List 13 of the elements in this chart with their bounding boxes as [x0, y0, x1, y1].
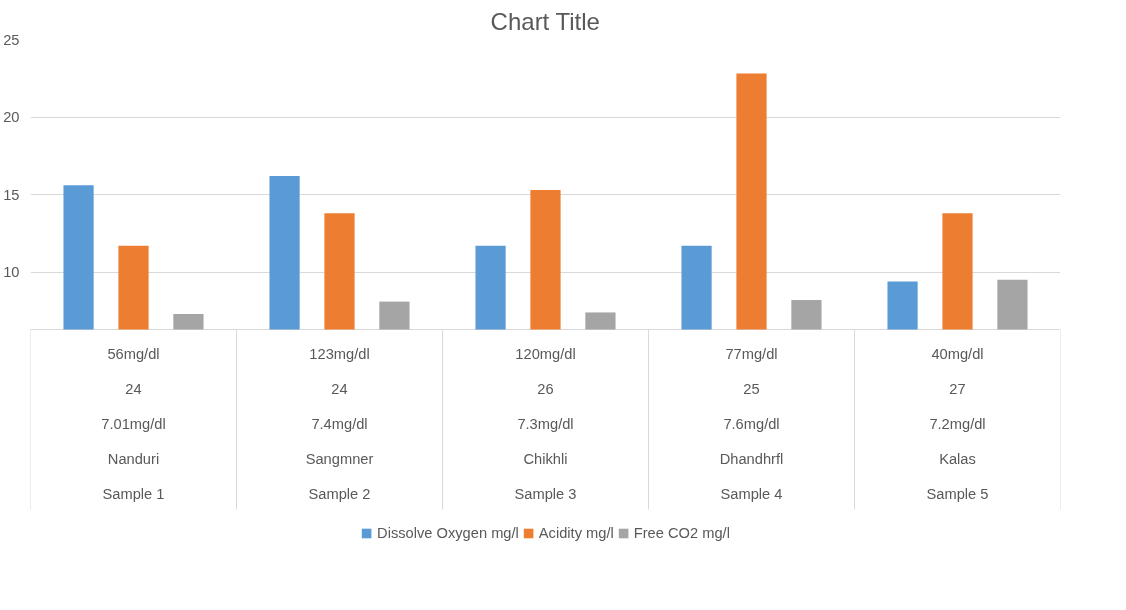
- legend-label: Free CO2 mg/l: [633, 525, 730, 541]
- chart-title: Chart Title: [490, 7, 600, 35]
- y-tick-label: 10: [3, 264, 20, 281]
- category-label: 77mg/dl 25 7.6mg/dl Dhandhrfl Sample 4: [719, 345, 784, 502]
- y-tick-label: 15: [3, 186, 20, 203]
- y-tick-label: 25: [3, 31, 20, 48]
- category-label: 123mg/dl 24 7.4mg/dl Sangmner Sample 2: [305, 345, 374, 502]
- legend-label: Acidity mg/l: [538, 525, 614, 541]
- category-label: 120mg/dl 26 7.3mg/dl Chikhli Sample 3: [514, 345, 577, 502]
- category-label: 56mg/dl 24 7.01mg/dl Nanduri Sample 1: [101, 345, 166, 502]
- y-tick-label: 20: [3, 109, 20, 126]
- category-label: 40mg/dl 27 7.2mg/dl Kalas Sample 5: [926, 345, 989, 502]
- legend-label: Dissolve Oxygen mg/l: [377, 525, 519, 541]
